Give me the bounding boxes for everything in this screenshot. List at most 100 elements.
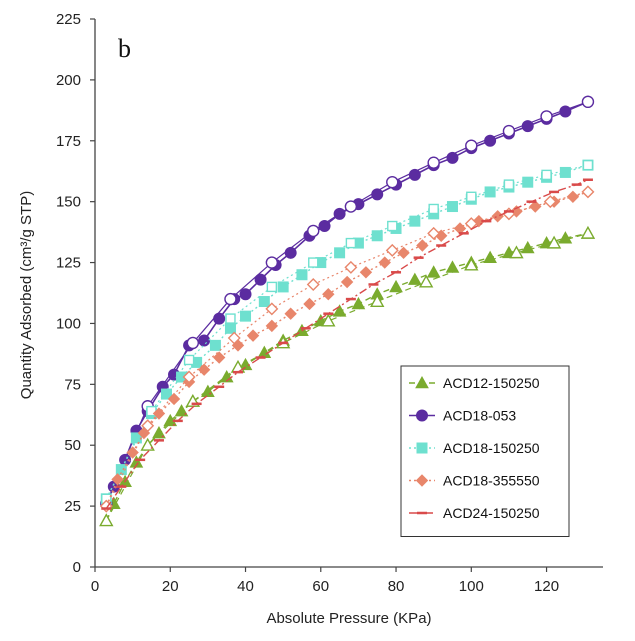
data-point-acd12-150250 [174,404,189,417]
legend-swatch-marker [415,474,429,487]
data-point-acd18-150250 [209,339,221,351]
data-point-acd18-355550 [167,392,181,406]
desorption-point-acd18-053 [465,139,478,152]
data-point-acd18-150250 [258,296,270,308]
desorption-point-acd18-053 [307,224,320,238]
desorption-point-acd18-355550 [182,370,196,384]
data-point-acd18-355550 [152,407,166,420]
desorption-point-acd18-053 [581,95,595,109]
data-point-acd18-053 [484,134,497,147]
legend-swatch-marker [416,442,428,454]
y-tick-label: 125 [56,255,81,272]
legend-item-acd18-053: ACD18-053 [409,408,516,424]
panel-label: b [118,34,131,63]
desorption-point-acd12-150250 [418,274,434,288]
desorption-point-acd12-150250 [140,437,155,451]
data-point-acd18-150250 [559,166,571,178]
series-line-acd24-150250 [105,179,589,509]
data-point-acd18-150250 [160,388,172,400]
desorption-point-acd18-150250 [387,220,398,232]
data-point-acd18-053 [333,207,346,220]
data-point-acd18-355550 [111,473,124,486]
data-point-acd18-355550 [378,256,391,269]
data-point-acd18-355550 [246,329,260,342]
desorption-point-acd18-355550 [543,195,557,209]
desorption-point-acd18-355550 [385,243,399,257]
data-point-acd18-355550 [529,200,542,213]
desorption-point-acd18-150250 [466,191,477,202]
data-point-acd18-150250 [115,464,127,476]
data-point-acd18-053 [559,105,572,118]
y-tick-label: 0 [73,559,81,576]
data-point-acd18-053 [239,288,252,301]
series-layer [99,95,596,527]
data-point-acd18-053 [318,220,331,233]
x-tick-label: 120 [534,578,559,595]
data-point-acd18-355550 [265,319,279,333]
desorption-point-acd12-150250 [464,257,479,271]
desorption-point-acd18-150250 [582,159,594,171]
data-point-acd18-355550 [126,446,139,459]
data-point-acd12-150250 [558,231,573,244]
y-tick-label: 25 [64,498,81,515]
data-point-acd12-150250 [389,279,403,293]
legend-box [400,365,570,537]
y-ticks: 0 25 50 75 100 125 150 175 200 225 [56,11,95,576]
data-point-acd18-355550 [303,297,316,311]
desorption-point-acd12-150250 [509,245,524,259]
data-point-acd18-355550 [284,307,297,320]
legend: ACD12-150250 ACD18-053 ACD18-150250 ACD18-3… [400,365,570,537]
legend-item-acd12-150250: ACD12-150250 [409,375,540,391]
legend-label: ACD18-053 [443,408,516,424]
data-point-acd18-150250 [484,186,496,198]
series-acd18-053 [100,95,595,510]
data-point-acd18-053 [408,168,421,181]
legend-item-acd18-150250: ACD18-150250 [409,440,540,456]
desorption-point-acd12-150250 [321,313,336,327]
desorption-point-acd18-355550 [344,260,358,274]
desorption-point-acd18-150250 [308,257,319,268]
legend-label: ACD12-150250 [443,375,540,391]
desorption-point-acd18-053 [344,200,358,213]
data-point-acd18-355550 [416,239,429,252]
series-acd24-150250 [101,178,593,510]
data-point-acd18-150250 [371,230,383,242]
legend-label: ACD24-150250 [443,505,540,521]
data-point-acd18-150250 [334,247,346,259]
desorption-point-acd18-355550 [306,277,320,291]
data-point-acd12-150250 [445,260,460,273]
legend-label: ACD18-355550 [443,473,540,489]
desorption-point-acd18-150250 [428,203,439,215]
desorption-point-acd12-150250 [580,225,596,239]
desorption-point-acd18-150250 [266,281,278,293]
data-point-acd12-150250 [129,455,144,468]
data-point-acd18-355550 [397,246,410,260]
y-tick-label: 100 [56,315,81,332]
y-tick-label: 175 [56,133,81,150]
data-point-acd18-053 [254,273,267,286]
data-point-acd12-150250 [152,426,166,439]
desorption-point-acd18-053 [540,110,553,123]
desorption-point-acd18-053 [386,175,399,189]
desorption-point-acd18-053 [427,156,440,169]
legend-item-acd18-355550: ACD18-355550 [409,473,540,489]
data-point-acd18-150250 [446,201,458,213]
x-tick-label: 60 [312,578,329,595]
desorption-point-acd18-355550 [141,419,155,433]
series-line-acd18-150250 [105,164,589,500]
data-point-acd12-150250 [351,296,366,310]
data-point-acd18-355550 [212,351,226,364]
x-tick-label: 80 [388,578,405,595]
desorption-point-acd18-150250 [183,354,195,366]
x-tick-label: 40 [237,578,254,595]
data-point-acd18-053 [198,334,211,347]
data-point-acd12-150250 [426,265,441,278]
data-point-acd12-150250 [332,304,347,317]
desorption-point-acd12-150250 [370,294,385,308]
x-tick-label: 100 [459,578,484,595]
data-point-acd18-053 [213,312,226,325]
desorption-point-acd18-150250 [225,313,236,324]
desorption-point-acd18-150250 [345,237,357,249]
data-point-acd18-053 [284,246,297,259]
